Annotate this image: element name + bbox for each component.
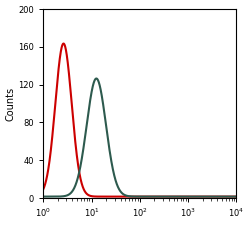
Y-axis label: Counts: Counts bbox=[6, 86, 16, 121]
